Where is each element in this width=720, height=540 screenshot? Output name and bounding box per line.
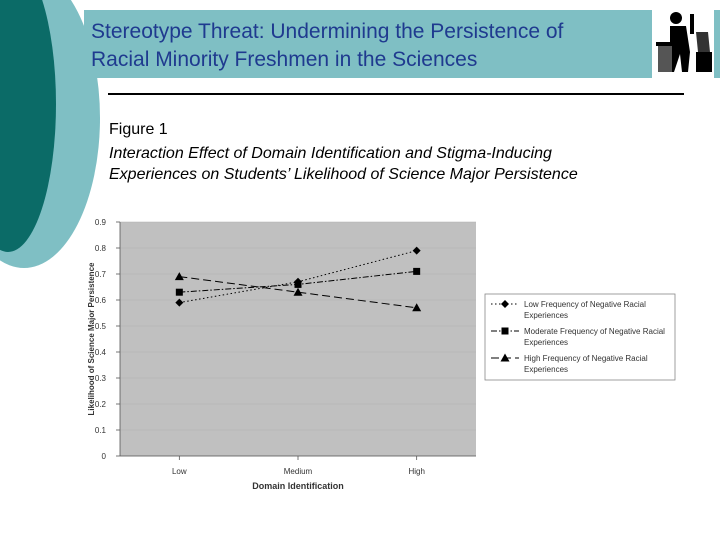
legend-box xyxy=(484,293,676,381)
y-tick-label: 0.8 xyxy=(95,244,107,253)
series-line xyxy=(179,276,417,309)
y-tick-label: 0.7 xyxy=(95,270,107,279)
x-tick-label: Low xyxy=(172,467,187,476)
series-triangle xyxy=(174,272,422,312)
slide-title: Stereotype Threat: Undermining the Persi… xyxy=(91,18,651,74)
y-tick-label: 0.4 xyxy=(95,348,107,357)
legend-label: Low Frequency of Negative Racial Experien… xyxy=(524,300,646,320)
figure-caption-line-2: Experiences on Students’ Likelihood of S… xyxy=(109,166,578,183)
x-tick-label: High xyxy=(408,467,424,476)
legend-marker-square xyxy=(501,327,509,335)
figure-caption: Interaction Effect of Domain Identificat… xyxy=(109,143,669,185)
legend-label: Moderate Frequency of Negative Racial Exp… xyxy=(524,327,665,347)
data-point-square xyxy=(175,288,183,296)
y-tick-label: 0.5 xyxy=(95,322,107,331)
data-point-triangle xyxy=(174,272,184,281)
y-tick-label: 0 xyxy=(102,452,107,461)
y-axis-title: Likelihood of Science Major Persistence xyxy=(87,262,96,415)
x-axis-title: Domain Identification xyxy=(252,481,344,491)
y-tick-label: 0.9 xyxy=(95,218,107,227)
slide-title-line-1: Stereotype Threat: Undermining the Persi… xyxy=(91,20,564,43)
figure-label: Figure 1 xyxy=(109,121,168,138)
series-square xyxy=(175,267,421,296)
data-point-square xyxy=(413,267,421,275)
figure-caption-line-1: Interaction Effect of Domain Identificat… xyxy=(109,145,552,162)
data-point-square xyxy=(294,280,302,288)
legend-marker-diamond xyxy=(501,300,509,308)
x-tick-label: Medium xyxy=(284,467,313,476)
decorative-circle-dark xyxy=(0,0,56,252)
scientist-icon xyxy=(652,6,714,78)
data-point-diamond xyxy=(175,298,184,307)
plot-area xyxy=(120,222,476,456)
title-band xyxy=(84,10,720,78)
slide-title-line-2: Racial Minority Freshmen in the Sciences xyxy=(91,48,478,71)
legend-label: High Frequency of Negative Racial Experie… xyxy=(524,354,648,374)
y-tick-label: 0.3 xyxy=(95,374,107,383)
y-tick-label: 0.2 xyxy=(95,400,107,409)
y-tick-label: 0.1 xyxy=(95,426,107,435)
legend-marker-triangle xyxy=(500,353,510,362)
title-divider xyxy=(108,93,684,95)
persistence-line-chart: 0 0.1 0.2 0.3 0.4 0.5 0.6 0.7 0.8 0.9 Low Medium Hig… xyxy=(87,218,676,491)
y-tick-label: 0.6 xyxy=(95,296,107,305)
data-point-diamond xyxy=(412,246,421,255)
data-point-triangle xyxy=(412,303,422,312)
data-point-triangle xyxy=(293,287,303,296)
